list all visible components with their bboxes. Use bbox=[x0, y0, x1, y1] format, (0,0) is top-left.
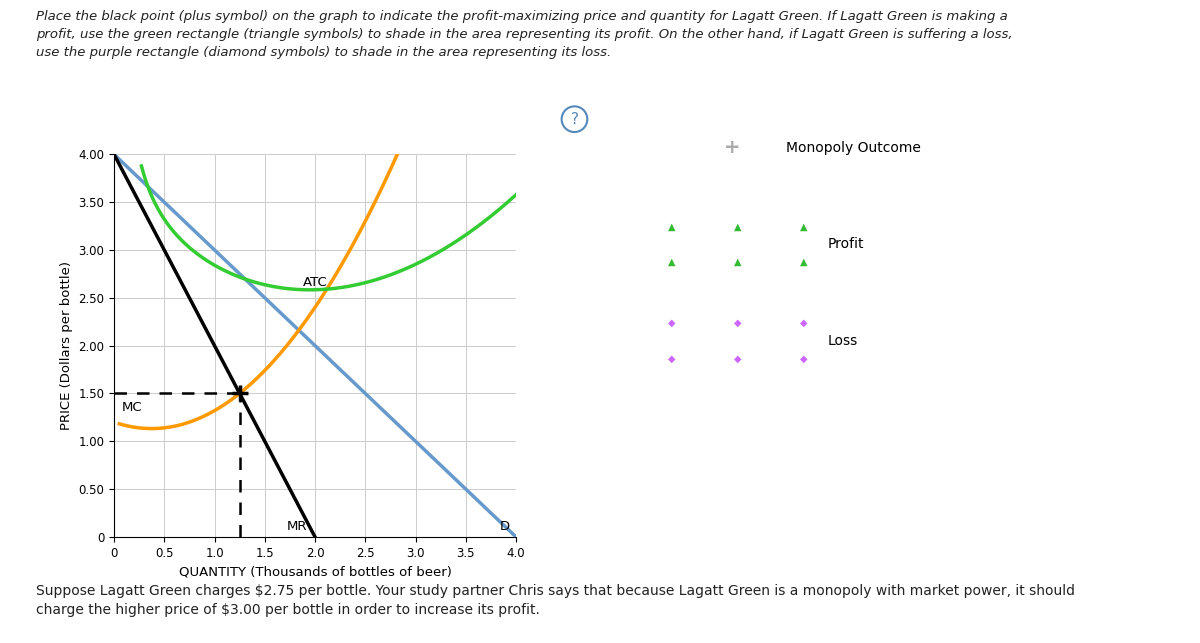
Text: ▲: ▲ bbox=[734, 257, 742, 267]
Text: ?: ? bbox=[570, 112, 578, 127]
Y-axis label: PRICE (Dollars per bottle): PRICE (Dollars per bottle) bbox=[60, 261, 73, 430]
Text: +: + bbox=[724, 138, 740, 158]
Text: ▲: ▲ bbox=[800, 222, 808, 231]
Text: Loss: Loss bbox=[828, 334, 858, 348]
Text: Suppose Lagatt Green charges $2.75 per bottle. Your study partner Chris says tha: Suppose Lagatt Green charges $2.75 per b… bbox=[36, 584, 1075, 617]
Text: ◆: ◆ bbox=[800, 354, 808, 363]
Text: ◆: ◆ bbox=[734, 354, 742, 363]
Text: ◆: ◆ bbox=[668, 354, 676, 363]
Text: ▲: ▲ bbox=[800, 257, 808, 267]
Text: ▲: ▲ bbox=[734, 222, 742, 231]
Text: Place the black point (plus symbol) on the graph to indicate the profit-maximizi: Place the black point (plus symbol) on t… bbox=[36, 10, 1013, 59]
Text: D: D bbox=[500, 520, 510, 533]
Text: Monopoly Outcome: Monopoly Outcome bbox=[786, 141, 920, 155]
X-axis label: QUANTITY (Thousands of bottles of beer): QUANTITY (Thousands of bottles of beer) bbox=[179, 565, 451, 578]
Text: MC: MC bbox=[122, 401, 143, 413]
Text: ◆: ◆ bbox=[800, 318, 808, 328]
Text: ATC: ATC bbox=[302, 276, 328, 289]
Text: ▲: ▲ bbox=[668, 257, 676, 267]
Text: MR: MR bbox=[287, 520, 307, 533]
Text: Profit: Profit bbox=[828, 237, 864, 251]
Text: ◆: ◆ bbox=[734, 318, 742, 328]
Text: ◆: ◆ bbox=[668, 318, 676, 328]
Text: ▲: ▲ bbox=[668, 222, 676, 231]
